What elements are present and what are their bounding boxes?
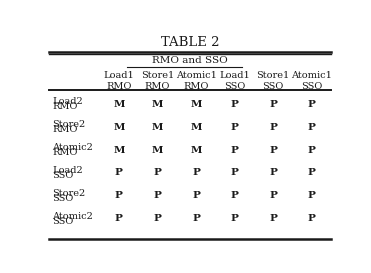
Text: Atomic1: Atomic1 <box>291 71 332 80</box>
Text: RMO: RMO <box>145 82 170 91</box>
Text: P: P <box>154 214 161 223</box>
Text: SSO: SSO <box>224 82 245 91</box>
Text: Store1: Store1 <box>141 71 174 80</box>
Text: M: M <box>152 123 163 132</box>
Text: Atomic2: Atomic2 <box>52 143 93 152</box>
Text: SSO: SSO <box>52 194 73 203</box>
Text: M: M <box>190 146 202 155</box>
Text: P: P <box>308 191 316 200</box>
Text: M: M <box>190 123 202 132</box>
Text: P: P <box>308 168 316 177</box>
Text: RMO: RMO <box>106 82 132 91</box>
Text: Store2: Store2 <box>52 120 85 129</box>
Text: Load2: Load2 <box>52 97 83 106</box>
Text: RMO: RMO <box>52 148 78 157</box>
Text: Store1: Store1 <box>256 71 290 80</box>
Text: SSO: SSO <box>301 82 322 91</box>
Text: P: P <box>115 214 123 223</box>
Text: TABLE 2: TABLE 2 <box>161 36 219 49</box>
Text: P: P <box>231 146 239 155</box>
Text: P: P <box>192 214 200 223</box>
Text: M: M <box>113 146 125 155</box>
Text: P: P <box>231 214 239 223</box>
Text: P: P <box>231 191 239 200</box>
Text: P: P <box>154 168 161 177</box>
Text: SSO: SSO <box>52 171 73 180</box>
Text: SSO: SSO <box>263 82 284 91</box>
Text: M: M <box>113 100 125 109</box>
Text: RMO: RMO <box>52 102 78 111</box>
Text: P: P <box>192 191 200 200</box>
Text: M: M <box>152 146 163 155</box>
Text: P: P <box>115 191 123 200</box>
Text: M: M <box>190 100 202 109</box>
Text: P: P <box>192 168 200 177</box>
Text: RMO: RMO <box>52 125 78 134</box>
Text: P: P <box>308 123 316 132</box>
Text: P: P <box>308 146 316 155</box>
Text: P: P <box>308 214 316 223</box>
Text: P: P <box>269 191 277 200</box>
Text: Load1: Load1 <box>219 71 250 80</box>
Text: P: P <box>154 191 161 200</box>
Text: P: P <box>269 100 277 109</box>
Text: Load1: Load1 <box>104 71 134 80</box>
Text: Store2: Store2 <box>52 189 85 198</box>
Text: P: P <box>231 123 239 132</box>
Text: RMO: RMO <box>183 82 209 91</box>
Text: P: P <box>231 168 239 177</box>
Text: P: P <box>269 123 277 132</box>
Text: P: P <box>269 146 277 155</box>
Text: P: P <box>269 214 277 223</box>
Text: RMO and SSO: RMO and SSO <box>152 56 228 65</box>
Text: SSO: SSO <box>52 217 73 226</box>
Text: P: P <box>269 168 277 177</box>
Text: P: P <box>115 168 123 177</box>
Text: Load2: Load2 <box>52 166 83 175</box>
Text: Atomic2: Atomic2 <box>52 212 93 221</box>
Text: P: P <box>231 100 239 109</box>
Text: Atomic1: Atomic1 <box>175 71 216 80</box>
Text: M: M <box>113 123 125 132</box>
Text: M: M <box>152 100 163 109</box>
Text: P: P <box>308 100 316 109</box>
